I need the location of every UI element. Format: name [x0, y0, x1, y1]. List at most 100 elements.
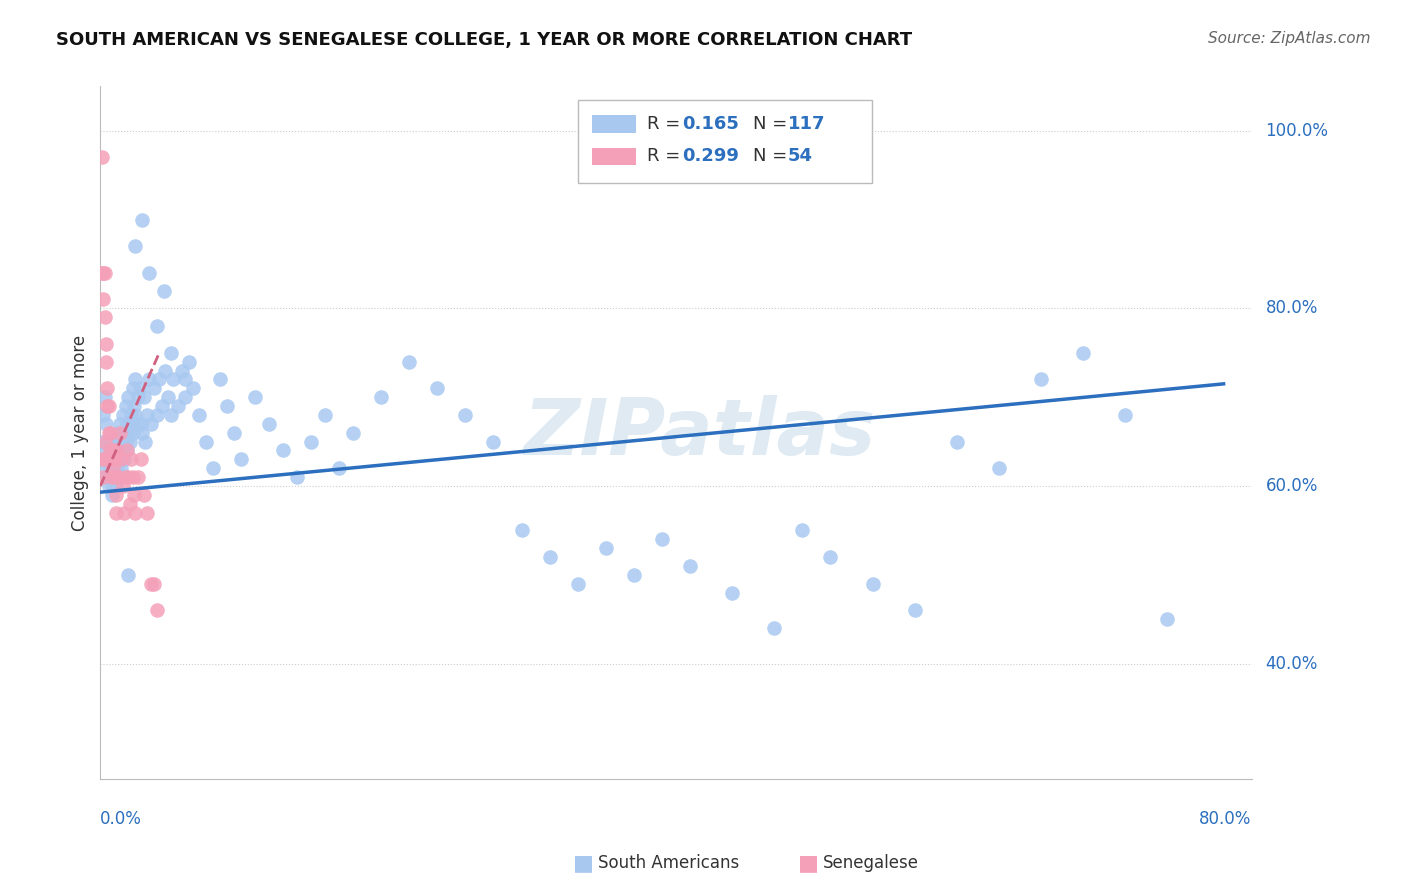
Point [105, 461, 128, 475]
Text: 0.165: 0.165 [682, 115, 738, 133]
Point [181, 381, 204, 395]
Point [651, 533, 673, 547]
Point [129, 452, 152, 467]
Text: Source: ZipAtlas.com: Source: ZipAtlas.com [1208, 31, 1371, 46]
Point [104, 479, 127, 493]
Point [132, 390, 155, 404]
Point [1071, 345, 1094, 359]
Point [108, 417, 131, 431]
Point [100, 452, 122, 467]
Point [97, 399, 120, 413]
Text: ZIPatlas: ZIPatlas [523, 394, 875, 471]
Text: 100.0%: 100.0% [1265, 122, 1329, 140]
Point [121, 381, 143, 395]
Point [93, 461, 115, 475]
Point [91, 293, 114, 307]
Point [98, 425, 121, 440]
Point [153, 363, 176, 377]
Point [122, 399, 145, 413]
Point [135, 408, 157, 422]
Point [98, 452, 121, 467]
Point [103, 452, 125, 467]
Point [110, 452, 132, 467]
Point [107, 470, 129, 484]
Point [222, 425, 245, 440]
Point [721, 585, 744, 599]
Point [104, 488, 127, 502]
Point [91, 452, 114, 467]
Point [90, 452, 112, 467]
Point [1114, 408, 1136, 422]
Point [111, 443, 134, 458]
Point [166, 399, 188, 413]
Text: R =: R = [647, 147, 686, 165]
Point [112, 506, 135, 520]
FancyBboxPatch shape [592, 115, 636, 133]
Point [121, 470, 143, 484]
Point [342, 425, 364, 440]
Text: N =: N = [754, 147, 793, 165]
Point [104, 452, 127, 467]
Point [93, 390, 115, 404]
Point [117, 567, 139, 582]
Point [96, 470, 118, 484]
Point [125, 417, 148, 431]
Point [173, 372, 195, 386]
Point [124, 239, 146, 253]
Point [115, 443, 138, 458]
Point [370, 390, 392, 404]
Point [96, 381, 118, 395]
Point [124, 372, 146, 386]
Point [101, 443, 124, 458]
Point [257, 417, 280, 431]
Point [134, 434, 156, 449]
Point [148, 372, 170, 386]
Text: 60.0%: 60.0% [1265, 477, 1317, 495]
Text: SOUTH AMERICAN VS SENEGALESE COLLEGE, 1 YEAR OR MORE CORRELATION CHART: SOUTH AMERICAN VS SENEGALESE COLLEGE, 1 … [56, 31, 912, 49]
Point [90, 150, 112, 164]
Point [103, 470, 125, 484]
Text: 40.0%: 40.0% [1265, 655, 1317, 673]
Point [93, 266, 115, 280]
Point [510, 524, 533, 538]
Point [100, 452, 122, 467]
Point [115, 443, 138, 458]
Point [127, 390, 149, 404]
Point [96, 434, 118, 449]
Point [101, 461, 124, 475]
Point [150, 399, 173, 413]
Point [328, 461, 350, 475]
Text: South Americans: South Americans [598, 855, 738, 872]
Point [100, 470, 122, 484]
Point [679, 558, 702, 573]
Point [90, 266, 112, 280]
Point [215, 399, 238, 413]
Point [128, 381, 150, 395]
Point [142, 381, 165, 395]
Point [94, 417, 117, 431]
Point [1029, 372, 1052, 386]
Text: N =: N = [754, 115, 793, 133]
Point [208, 372, 231, 386]
Point [94, 337, 117, 351]
Point [946, 434, 969, 449]
Point [187, 408, 209, 422]
Point [454, 408, 477, 422]
Point [482, 434, 505, 449]
Point [623, 567, 645, 582]
Point [792, 524, 814, 538]
Point [97, 479, 120, 493]
Point [103, 452, 125, 467]
Point [987, 461, 1010, 475]
Point [114, 434, 136, 449]
Text: ■: ■ [574, 854, 593, 873]
Point [117, 425, 139, 440]
Point [122, 488, 145, 502]
Point [93, 310, 115, 325]
Point [101, 479, 124, 493]
Point [170, 363, 193, 377]
Point [904, 603, 927, 617]
Point [91, 408, 114, 422]
Point [145, 408, 167, 422]
Point [93, 434, 115, 449]
